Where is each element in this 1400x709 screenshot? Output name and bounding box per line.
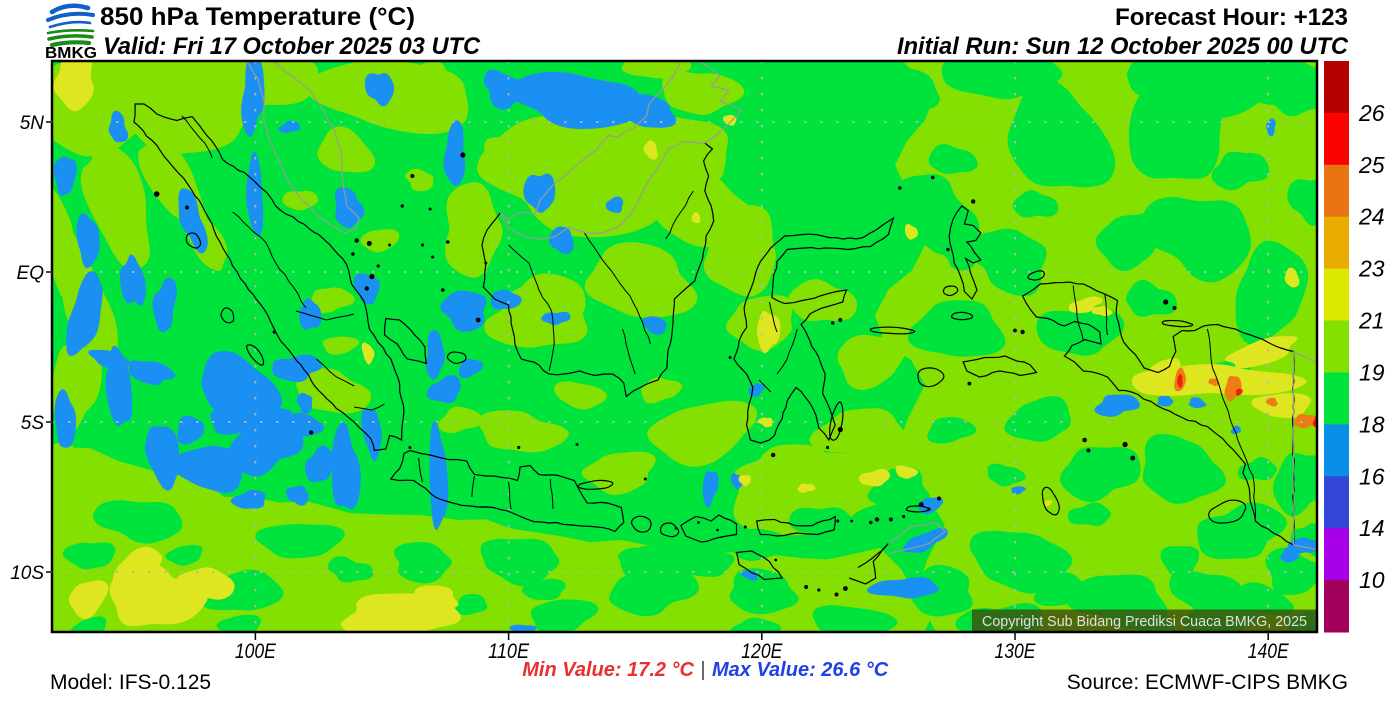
svg-text:Max Value: 26.6 °C: Max Value: 26.6 °C [712, 659, 889, 681]
svg-text:BMKG: BMKG [45, 45, 97, 62]
svg-text:26: 26 [1358, 100, 1385, 126]
svg-text:25: 25 [1358, 152, 1385, 178]
svg-text:100E: 100E [235, 640, 277, 663]
svg-text:|: | [700, 659, 705, 681]
svg-text:Valid: Fri 17 October 2025 03: Valid: Fri 17 October 2025 03 UTC [103, 33, 481, 60]
svg-text:5N: 5N [20, 113, 45, 134]
svg-text:16: 16 [1359, 463, 1385, 489]
svg-text:Min Value: 17.2 °C: Min Value: 17.2 °C [522, 659, 694, 681]
svg-text:21: 21 [1358, 308, 1385, 334]
svg-text:Copyright Sub Bidang Prediksi: Copyright Sub Bidang Prediksi Cuaca BMKG… [982, 613, 1307, 630]
svg-text:Initial Run: Sun 12 October 20: Initial Run: Sun 12 October 2025 00 UTC [897, 33, 1349, 60]
svg-text:23: 23 [1358, 256, 1385, 282]
svg-text:120E: 120E [741, 640, 783, 663]
svg-text:14: 14 [1359, 515, 1385, 541]
svg-text:140E: 140E [1248, 640, 1290, 663]
svg-text:19: 19 [1359, 360, 1385, 386]
svg-text:24: 24 [1358, 204, 1385, 230]
svg-text:130E: 130E [995, 640, 1037, 663]
svg-text:10S: 10S [10, 563, 44, 584]
svg-text:Forecast Hour: +123: Forecast Hour: +123 [1115, 4, 1348, 31]
svg-text:Source: ECMWF-CIPS BMKG: Source: ECMWF-CIPS BMKG [1067, 671, 1348, 694]
svg-text:18: 18 [1359, 411, 1385, 437]
svg-text:850 hPa Temperature (°C): 850 hPa Temperature (°C) [100, 3, 415, 31]
svg-text:Model: IFS-0.125: Model: IFS-0.125 [50, 671, 211, 694]
svg-text:5S: 5S [21, 413, 45, 434]
svg-text:10: 10 [1359, 567, 1385, 593]
svg-text:EQ: EQ [17, 263, 45, 284]
svg-text:110E: 110E [488, 640, 530, 663]
